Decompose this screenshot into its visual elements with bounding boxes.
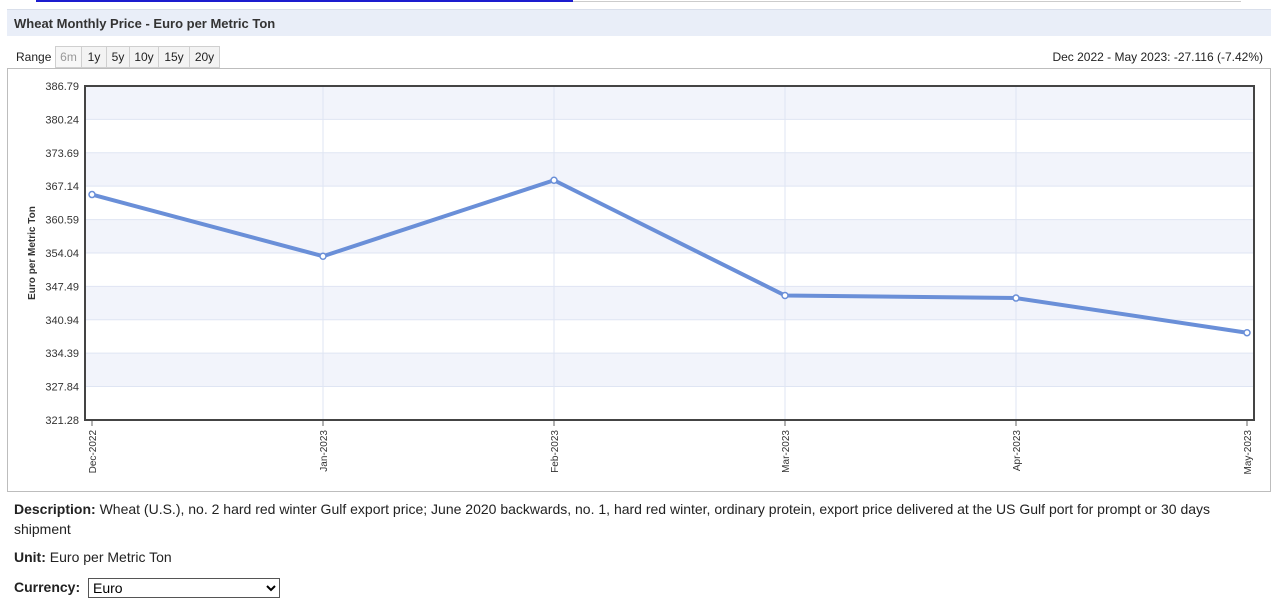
y-tick-label: 380.24: [45, 114, 79, 126]
x-tick-label: Mar-2023: [781, 430, 792, 473]
y-tick-label: 340.94: [45, 315, 79, 327]
range-10y-button[interactable]: 10y: [129, 46, 159, 68]
price-line-chart: 321.28 327.84 334.39 340.94 347.49 354.04 360.…: [27, 81, 1255, 475]
active-tab-indicator: [36, 0, 573, 2]
range-20y-button[interactable]: 20y: [189, 46, 220, 68]
y-tick-label: 386.79: [45, 81, 79, 93]
y-tick-label: 360.59: [45, 215, 79, 227]
x-tick-label: Apr-2023: [1012, 430, 1023, 472]
range-change-summary: Dec 2022 - May 2023: -27.116 (-7.42%): [1052, 50, 1263, 64]
data-point[interactable]: [1012, 294, 1020, 302]
y-tick-label: 347.49: [45, 281, 79, 293]
description-label: Description:: [14, 501, 96, 517]
range-label: Range: [16, 50, 52, 64]
data-point[interactable]: [550, 176, 558, 185]
range-1y-button[interactable]: 1y: [81, 46, 107, 68]
y-tick-label: 327.84: [45, 382, 79, 394]
range-5y-button[interactable]: 5y: [106, 46, 130, 68]
grid-band: [85, 353, 1254, 387]
currency-label: Currency:: [14, 579, 81, 595]
y-tick-label: 334.39: [45, 348, 79, 360]
y-tick-label: 354.04: [45, 248, 79, 260]
data-point[interactable]: [1243, 328, 1251, 337]
range-15y-button[interactable]: 15y: [158, 46, 190, 68]
data-point[interactable]: [319, 252, 327, 260]
chart-title-bar: Wheat Monthly Price - Euro per Metric To…: [7, 9, 1271, 36]
x-tick-label: Jan-2023: [319, 430, 330, 472]
x-tick-label: Feb-2023: [550, 430, 561, 473]
y-tick-label: 373.69: [45, 148, 79, 160]
series-line: [91, 178, 1248, 335]
grid-band: [85, 86, 1254, 120]
description-text: Wheat (U.S.), no. 2 hard red winter Gulf…: [14, 501, 1211, 537]
grid-band: [85, 152, 1254, 187]
y-tick-label: 321.28: [45, 415, 79, 427]
data-point[interactable]: [88, 190, 96, 199]
chart-container: 321.28 327.84 334.39 340.94 347.49 354.04 360.…: [7, 68, 1271, 492]
x-tick-label: May-2023: [1243, 430, 1254, 475]
currency-row: Currency: Euro: [14, 578, 280, 598]
x-tick-label: Dec-2022: [88, 430, 99, 474]
data-point[interactable]: [781, 291, 789, 300]
grid-band: [85, 286, 1254, 320]
range-6m-button[interactable]: 6m: [55, 46, 82, 68]
tab-divider: [573, 1, 1241, 2]
currency-select[interactable]: Euro: [88, 578, 280, 598]
y-tick-label: 367.14: [45, 181, 79, 193]
plot-area-frame: [84, 85, 1255, 421]
y-axis-label: Euro per Metric Ton: [27, 206, 38, 300]
unit-row: Unit: Euro per Metric Ton: [14, 549, 172, 565]
unit-value: Euro per Metric Ton: [49, 549, 172, 565]
unit-label: Unit:: [14, 549, 46, 565]
description: Description: Wheat (U.S.), no. 2 hard re…: [14, 499, 1244, 539]
chart-title: Wheat Monthly Price - Euro per Metric To…: [14, 16, 276, 31]
